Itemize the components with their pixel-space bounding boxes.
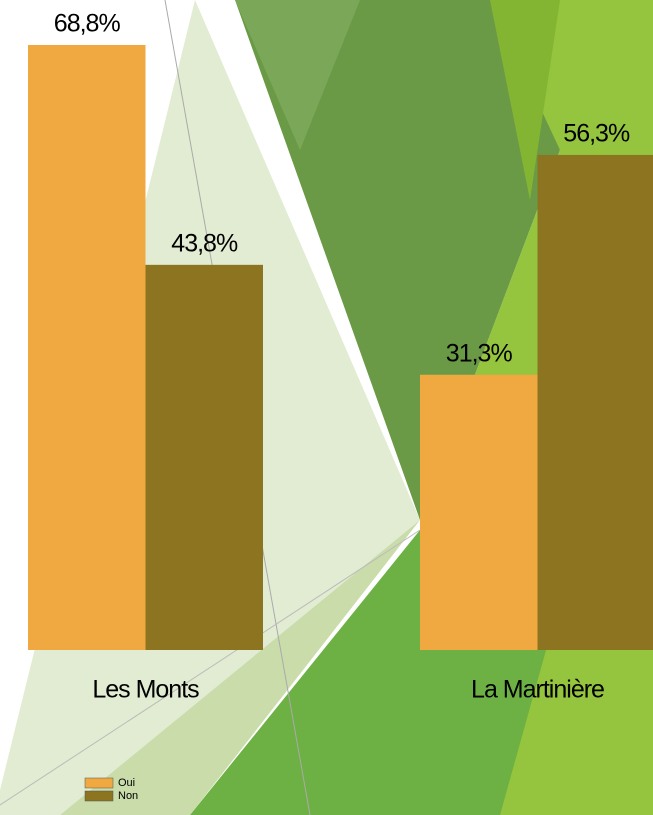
value-label: 31,3%: [446, 339, 513, 367]
value-label: 68,8%: [54, 10, 121, 38]
legend-swatch: [85, 778, 113, 788]
value-label: 43,8%: [171, 229, 238, 257]
legend-label: Non: [118, 790, 138, 802]
bar: [420, 375, 538, 650]
legend-swatch: [85, 791, 113, 801]
x-tick-label: La Martinière: [471, 676, 604, 704]
x-tick-label: Les Monts: [92, 676, 199, 704]
chart: OuiNon 68,8% 43,8% Les Monts 31,3% 56,3% La M…: [0, 0, 653, 815]
legend-label: Oui: [118, 777, 135, 789]
bar: [538, 155, 653, 650]
bar: [146, 265, 264, 650]
value-label: 56,3%: [563, 120, 630, 148]
bar: [28, 45, 146, 650]
